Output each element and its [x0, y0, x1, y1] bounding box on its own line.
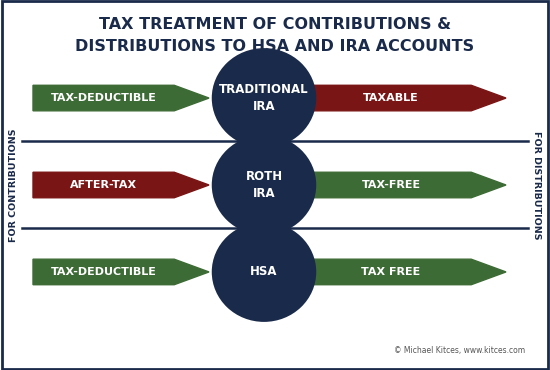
Text: © Michael Kitces, www.kitces.com: © Michael Kitces, www.kitces.com: [394, 346, 525, 355]
Ellipse shape: [212, 48, 316, 148]
Ellipse shape: [212, 222, 316, 322]
Text: DISTRIBUTIONS TO HSA AND IRA ACCOUNTS: DISTRIBUTIONS TO HSA AND IRA ACCOUNTS: [75, 39, 475, 54]
Polygon shape: [33, 85, 209, 111]
Ellipse shape: [212, 135, 316, 235]
Polygon shape: [311, 172, 506, 198]
Text: HSA: HSA: [250, 265, 278, 279]
Text: FOR CONTRIBUTIONS: FOR CONTRIBUTIONS: [9, 128, 18, 242]
Polygon shape: [311, 259, 506, 285]
Text: ROTH
IRA: ROTH IRA: [245, 170, 283, 200]
Text: TAX-FREE: TAX-FREE: [361, 180, 421, 190]
Text: AFTER-TAX: AFTER-TAX: [70, 180, 137, 190]
Text: TRADITIONAL
IRA: TRADITIONAL IRA: [219, 83, 309, 113]
Text: FOR DISTRIBUTIONS: FOR DISTRIBUTIONS: [532, 131, 541, 239]
Polygon shape: [33, 259, 209, 285]
Text: TAX TREATMENT OF CONTRIBUTIONS &: TAX TREATMENT OF CONTRIBUTIONS &: [99, 17, 451, 31]
Text: TAX FREE: TAX FREE: [361, 267, 421, 277]
Text: TAX-DEDUCTIBLE: TAX-DEDUCTIBLE: [51, 93, 157, 103]
Text: TAXABLE: TAXABLE: [363, 93, 419, 103]
Text: TAX-DEDUCTIBLE: TAX-DEDUCTIBLE: [51, 267, 157, 277]
Polygon shape: [33, 172, 209, 198]
Polygon shape: [311, 85, 506, 111]
